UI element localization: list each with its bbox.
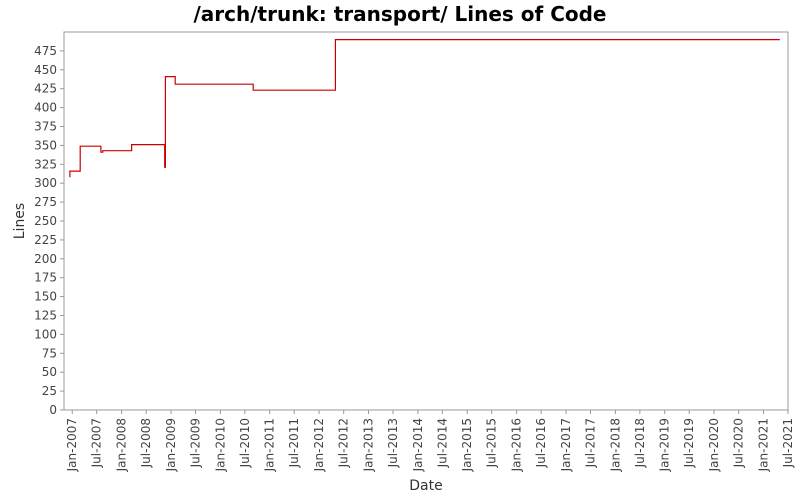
x-tick-label: Jan-2010 bbox=[213, 418, 227, 472]
x-tick-label: Jul-2010 bbox=[238, 418, 252, 468]
y-tick-label: 450 bbox=[34, 63, 57, 77]
x-tick-label: Jan-2015 bbox=[460, 418, 474, 472]
series-layer bbox=[69, 38, 780, 178]
x-tick-label: Jan-2017 bbox=[559, 418, 573, 472]
x-tick-label: Jul-2019 bbox=[682, 418, 696, 468]
plot-area bbox=[63, 31, 789, 411]
x-tick-label: Jul-2009 bbox=[189, 418, 203, 468]
x-tick-label: Jan-2016 bbox=[510, 418, 524, 472]
y-tick-label: 250 bbox=[34, 214, 57, 228]
x-tick-label: Jan-2007 bbox=[65, 418, 79, 472]
y-tick-label: 175 bbox=[34, 271, 57, 285]
y-tick-label: 50 bbox=[42, 365, 57, 379]
x-tick-label: Jan-2008 bbox=[115, 418, 129, 472]
y-tick-label: 300 bbox=[34, 176, 57, 190]
y-tick-label: 25 bbox=[42, 384, 57, 398]
x-axis: Jan-2007 Jul-2007 Jan-2008 Jul-2008 Jan-2009… bbox=[65, 410, 795, 472]
y-tick-label: 0 bbox=[49, 403, 57, 417]
y-tick-label: 75 bbox=[42, 346, 57, 360]
x-tick-label: Jul-2014 bbox=[435, 418, 449, 468]
x-tick-label: Jan-2014 bbox=[411, 418, 425, 472]
y-tick-label: 275 bbox=[34, 195, 57, 209]
x-tick-label: Jul-2008 bbox=[139, 418, 153, 468]
x-tick-label: Jul-2011 bbox=[287, 418, 301, 468]
x-tick-label: Jul-2013 bbox=[386, 418, 400, 468]
y-tick-label: 350 bbox=[34, 138, 57, 152]
x-tick-label: Jan-2012 bbox=[312, 418, 326, 472]
x-tick-label: Jan-2019 bbox=[658, 418, 672, 472]
y-tick-label: 375 bbox=[34, 120, 57, 134]
y-tick-label: 325 bbox=[34, 157, 57, 171]
x-tick-label: Jan-2013 bbox=[362, 418, 376, 472]
series-line bbox=[69, 38, 780, 178]
y-tick-label: 100 bbox=[34, 327, 57, 341]
y-tick-label: 475 bbox=[34, 44, 57, 58]
x-tick-label: Jul-2016 bbox=[534, 418, 548, 468]
x-tick-label: Jan-2018 bbox=[608, 418, 622, 472]
x-tick-label: Jan-2011 bbox=[263, 418, 277, 472]
x-tick-label: Jul-2007 bbox=[90, 418, 104, 468]
y-tick-label: 150 bbox=[34, 290, 57, 304]
y-tick-label: 425 bbox=[34, 82, 57, 96]
x-tick-label: Jul-2015 bbox=[485, 418, 499, 468]
chart-title: /arch/trunk: transport/ Lines of Code bbox=[193, 2, 606, 26]
x-axis-label: Date bbox=[409, 478, 442, 494]
y-axis-label: Lines bbox=[12, 203, 28, 239]
x-tick-label: Jul-2021 bbox=[781, 418, 795, 468]
x-tick-label: Jan-2009 bbox=[164, 418, 178, 472]
x-tick-label: Jan-2021 bbox=[757, 418, 771, 472]
x-tick-label: Jul-2018 bbox=[633, 418, 647, 468]
y-tick-label: 225 bbox=[34, 233, 57, 247]
y-tick-label: 125 bbox=[34, 309, 57, 323]
y-axis: 0 25 50 75 100 125 150 175 200 225 250 275 300 325 350… bbox=[34, 44, 64, 417]
x-tick-label: Jul-2012 bbox=[337, 418, 351, 468]
x-tick-label: Jan-2020 bbox=[707, 418, 721, 472]
x-tick-label: Jul-2020 bbox=[732, 418, 746, 468]
y-tick-label: 400 bbox=[34, 101, 57, 115]
x-tick-label: Jul-2017 bbox=[584, 418, 598, 468]
y-tick-label: 200 bbox=[34, 252, 57, 266]
